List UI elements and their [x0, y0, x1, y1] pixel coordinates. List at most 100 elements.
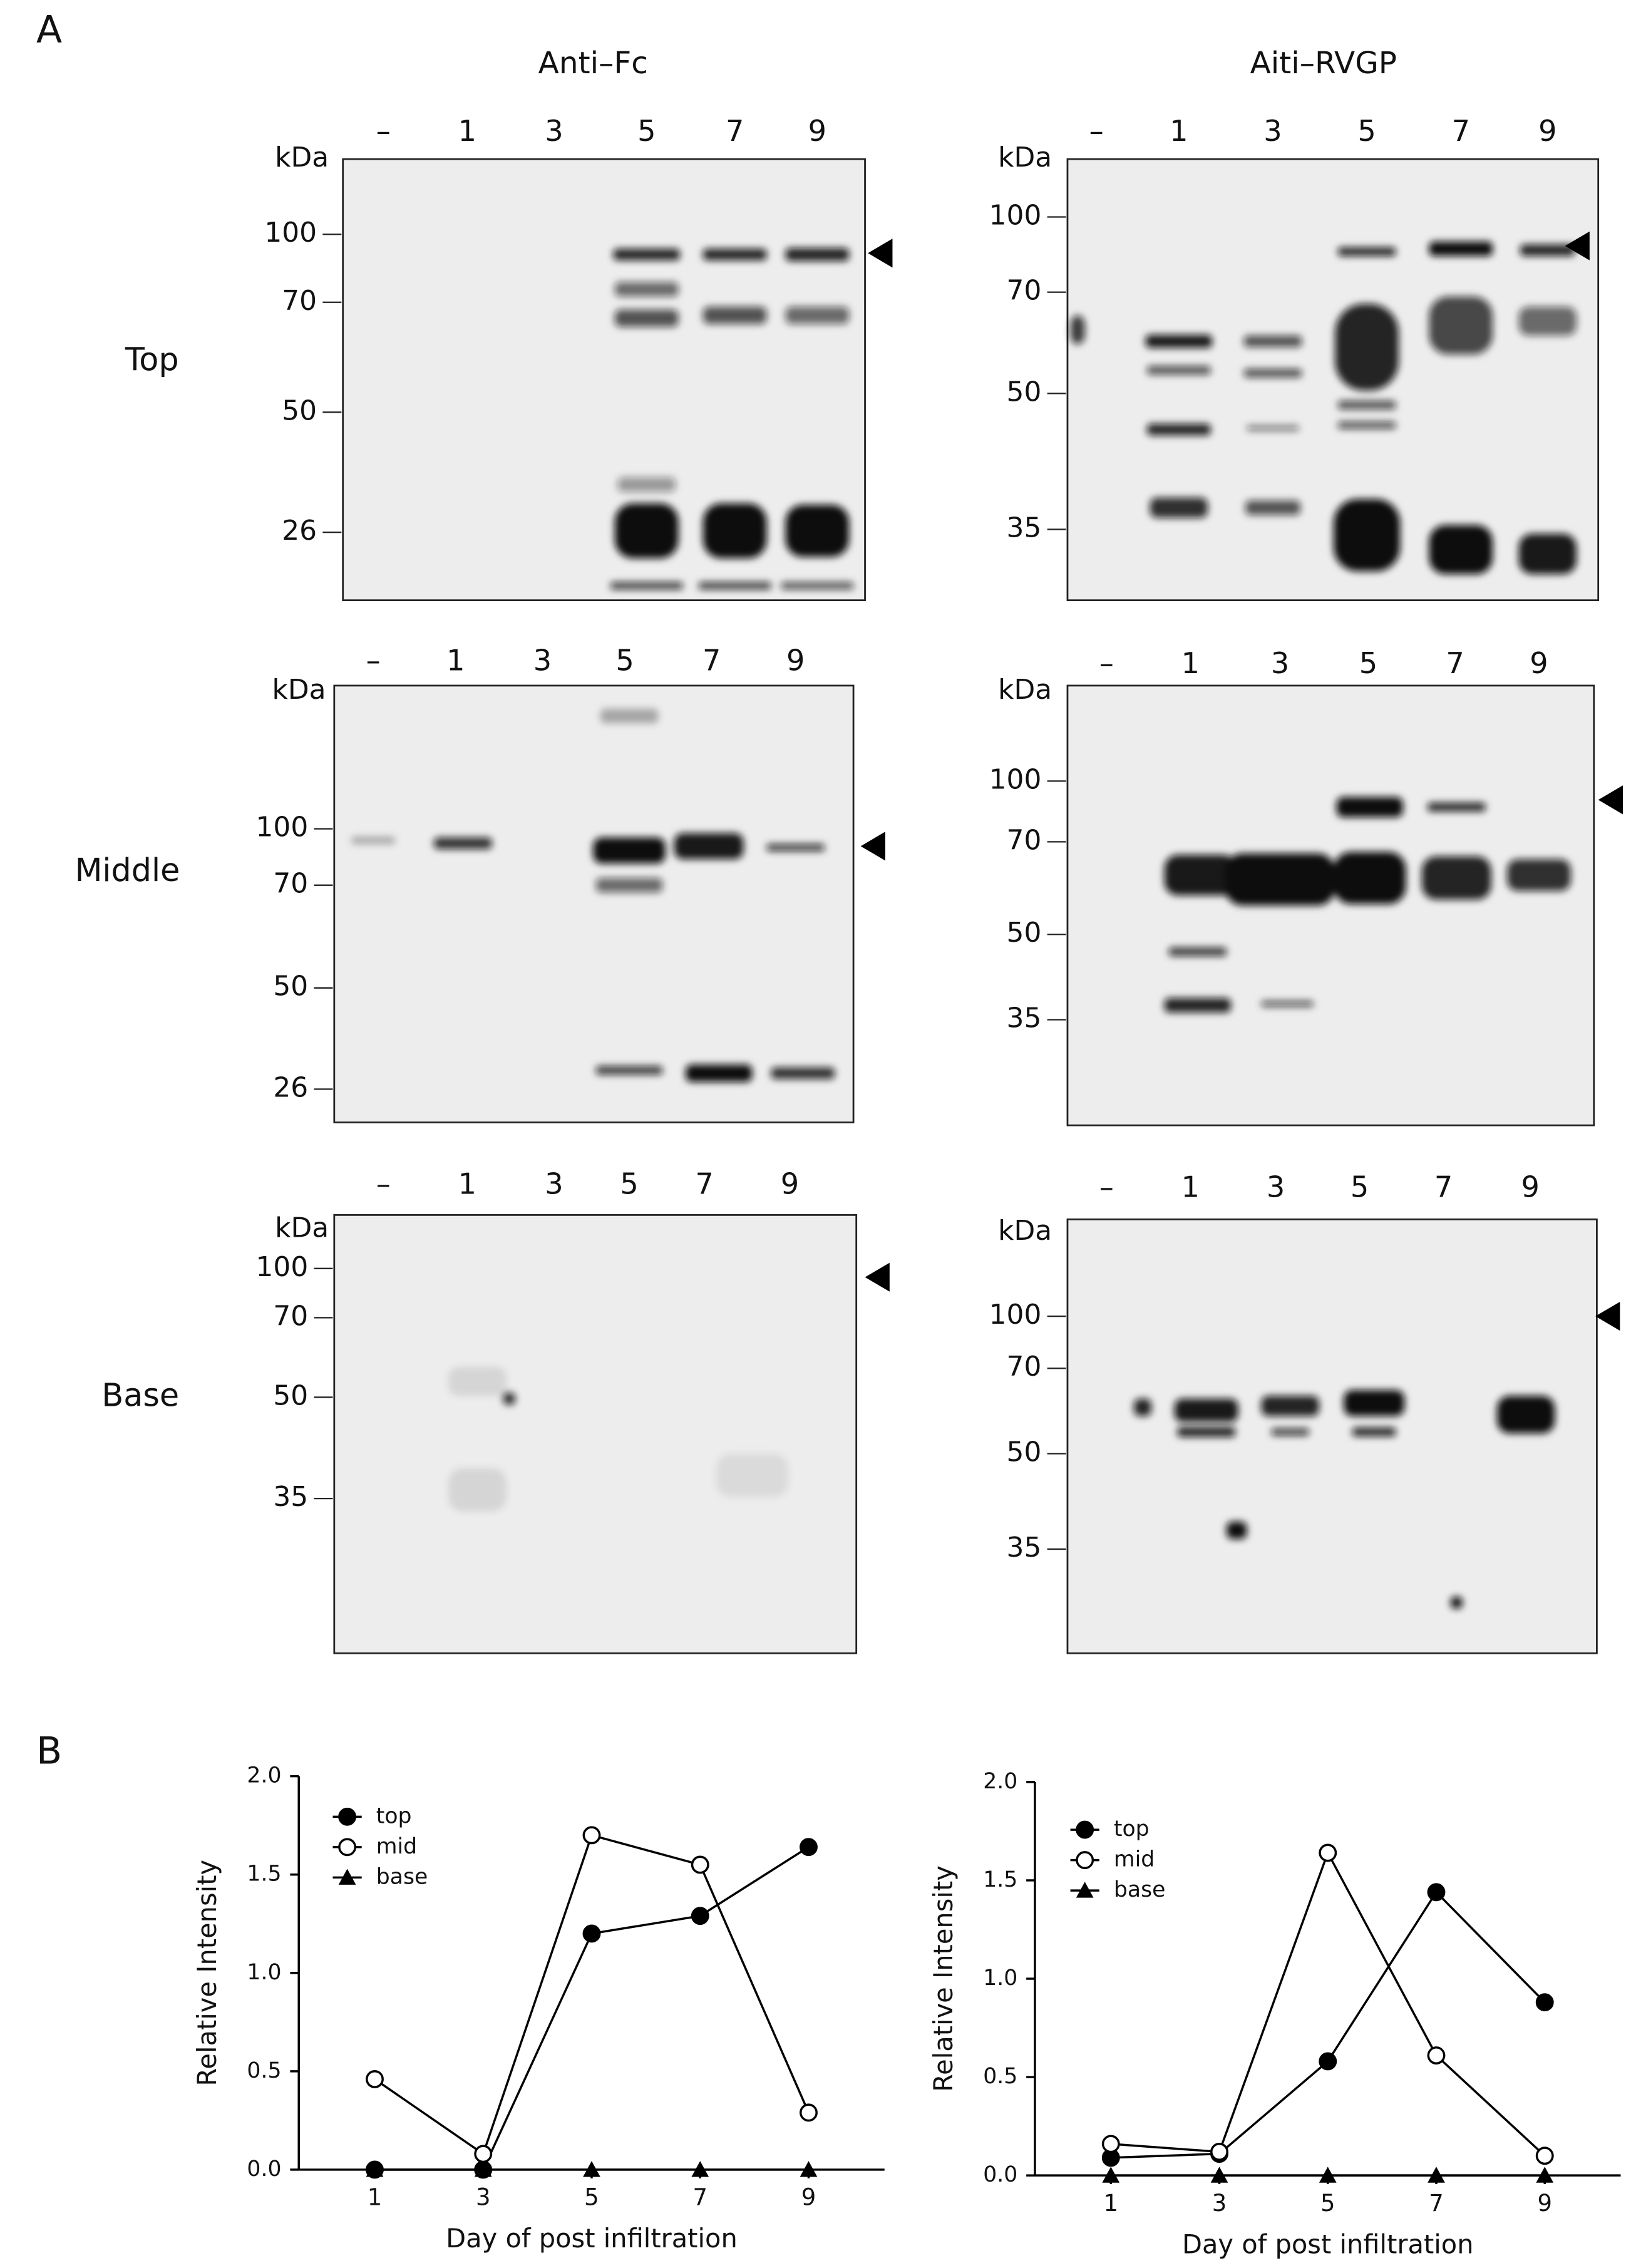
lane-label: 5 — [620, 1167, 638, 1201]
kda-label: kDa — [275, 142, 329, 173]
band — [1271, 1428, 1309, 1436]
data-point — [1427, 2046, 1446, 2064]
x-tick-label: 5 — [1320, 2190, 1335, 2217]
x-tick-label: 9 — [801, 2184, 816, 2211]
band — [785, 505, 850, 557]
data-point — [1428, 2167, 1445, 2183]
western-blot — [342, 158, 866, 602]
band — [686, 1064, 753, 1082]
blot-membrane — [342, 158, 866, 602]
band — [1428, 803, 1486, 812]
marker-label: 100 — [989, 199, 1042, 231]
series-line — [1111, 1850, 1546, 2157]
y-tick-label: 0.5 — [247, 2058, 281, 2083]
lane-label: 5 — [615, 643, 634, 677]
kda-label: kDa — [998, 1215, 1052, 1247]
lane-label: 1 — [1181, 1170, 1200, 1204]
x-tick-label: 5 — [584, 2184, 599, 2211]
band — [1344, 1389, 1405, 1416]
band — [448, 1468, 507, 1512]
marker-label: 70 — [1007, 824, 1042, 856]
blot-bands — [1070, 241, 1577, 575]
legend-marker — [1076, 1851, 1094, 1870]
band — [1333, 498, 1401, 572]
y-tick-label: 1.0 — [983, 1966, 1017, 1991]
y-axis-label: Relative Intensity — [192, 1860, 222, 2086]
band — [1070, 315, 1085, 344]
marker-label: 100 — [255, 1251, 308, 1283]
lane-label: 3 — [1271, 646, 1289, 680]
data-point — [474, 2145, 493, 2163]
band — [614, 503, 679, 559]
lane-label: – — [376, 114, 391, 148]
marker-label: 100 — [989, 1299, 1042, 1331]
lane-label: – — [366, 643, 381, 677]
band — [1261, 1396, 1319, 1416]
marker-label: 100 — [989, 763, 1042, 795]
lane-label: 7 — [695, 1167, 713, 1201]
blot-bands — [448, 1366, 789, 1512]
blot-bands — [1164, 796, 1571, 1013]
band — [716, 1453, 789, 1497]
blot-bands — [1134, 1389, 1555, 1609]
kda-label: kDa — [998, 142, 1052, 173]
lane-label: 1 — [1181, 646, 1200, 680]
band — [1518, 533, 1577, 575]
lane-label: 7 — [1452, 114, 1470, 148]
data-point — [1102, 2167, 1120, 2183]
blot-membrane — [333, 684, 855, 1123]
western-blot — [1066, 1218, 1598, 1654]
data-point — [582, 1826, 601, 1845]
band — [600, 708, 659, 723]
lane-label: 5 — [637, 114, 656, 148]
lane-label: 3 — [1263, 114, 1282, 148]
band — [1150, 497, 1208, 518]
band — [1177, 1426, 1235, 1437]
band — [1261, 1001, 1314, 1007]
data-point — [800, 1838, 818, 1857]
band-arrow — [865, 1262, 890, 1292]
data-point — [1535, 2147, 1554, 2165]
series-line — [374, 1846, 810, 2171]
x-tick-label: 3 — [476, 2184, 491, 2211]
marker-label: 70 — [1007, 275, 1042, 307]
row-label: Middle — [75, 852, 180, 889]
band — [771, 1067, 835, 1080]
kda-label: kDa — [275, 1212, 329, 1244]
series-line — [1111, 1890, 1546, 2159]
band — [1227, 1522, 1247, 1539]
lane-label: – — [1089, 114, 1104, 148]
band — [593, 837, 666, 864]
western-blot — [333, 1214, 858, 1654]
band — [1164, 855, 1237, 895]
y-tick-label: 1.0 — [247, 1960, 281, 1985]
lane-label: 9 — [1521, 1170, 1539, 1204]
band — [1243, 335, 1302, 348]
data-point — [1427, 1883, 1446, 1902]
marker-label: 70 — [273, 868, 308, 900]
legend-marker — [338, 1807, 357, 1826]
band — [1147, 423, 1211, 436]
marker-label: 50 — [1007, 917, 1042, 949]
marker-label: 100 — [264, 217, 317, 249]
x-tick-label: 9 — [1537, 2190, 1552, 2217]
lane-label: 3 — [1267, 1170, 1285, 1204]
y-axis-label: Relative Intensity — [928, 1865, 959, 2092]
band — [1336, 796, 1403, 818]
lane-label: – — [376, 1167, 391, 1201]
band — [610, 582, 683, 590]
lane-label: 9 — [781, 1167, 799, 1201]
data-point — [582, 1924, 601, 1943]
y-tick-label: 0.5 — [983, 2064, 1017, 2089]
band — [1335, 304, 1399, 391]
lane-label: 7 — [1446, 646, 1464, 680]
data-point — [1210, 2167, 1228, 2183]
blot-membrane — [1066, 1218, 1598, 1654]
band — [1520, 244, 1575, 256]
band — [698, 582, 771, 590]
data-point — [800, 2161, 818, 2177]
data-point — [800, 2103, 818, 2122]
marker-label: 35 — [273, 1481, 308, 1513]
lane-label: 1 — [446, 643, 465, 677]
blot-membrane — [333, 1214, 858, 1654]
